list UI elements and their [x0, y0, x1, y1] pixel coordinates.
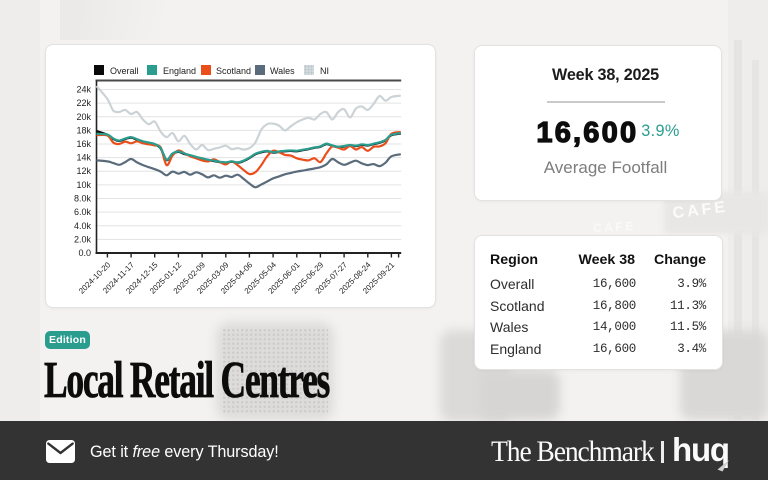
svg-text:10k: 10k: [76, 180, 91, 190]
svg-text:2.0k: 2.0k: [74, 234, 92, 244]
svg-text:8.0k: 8.0k: [74, 194, 92, 204]
svg-text:24k: 24k: [76, 85, 91, 95]
svg-text:6.0k: 6.0k: [74, 207, 92, 217]
svg-text:18k: 18k: [76, 125, 91, 135]
svg-text:20k: 20k: [76, 112, 91, 122]
svg-text:12k: 12k: [76, 166, 91, 176]
svg-text:16k: 16k: [76, 139, 91, 149]
svg-text:0.0: 0.0: [78, 248, 91, 258]
svg-text:22k: 22k: [76, 98, 91, 108]
svg-text:14k: 14k: [76, 153, 91, 163]
svg-text:4.0k: 4.0k: [74, 221, 92, 231]
